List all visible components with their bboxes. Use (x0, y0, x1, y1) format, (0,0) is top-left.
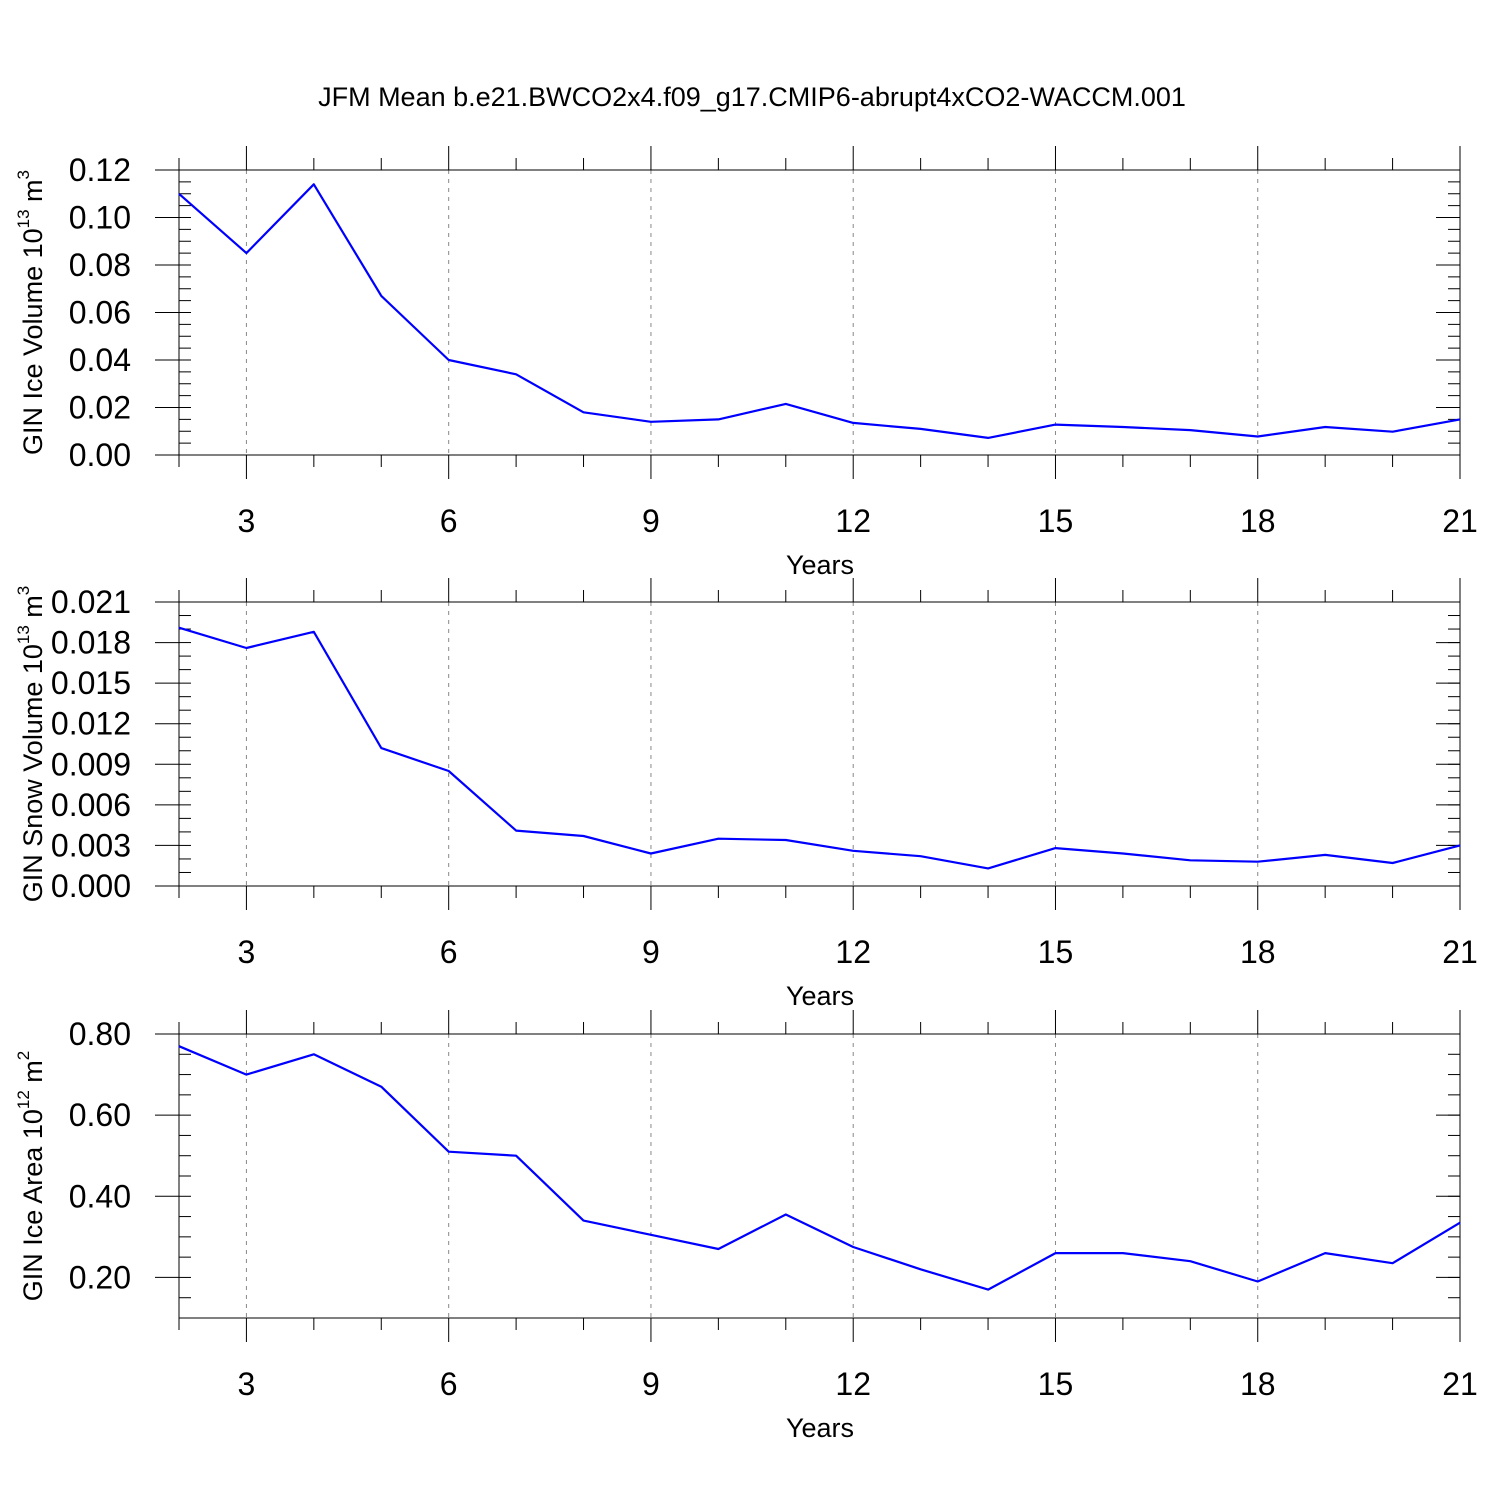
plot-frame (178, 601, 1461, 887)
panel-ice-area: 0.20 0.40 0.60 0.80 3 6 9 12 15 18 21 Years GIN Ice … (14, 1010, 1478, 1443)
x-tick-label: 9 (642, 1366, 660, 1402)
y-tick-label: 0.60 (69, 1097, 131, 1133)
x-tick-label: 3 (238, 934, 256, 970)
y-tick-label: 0.021 (51, 584, 131, 620)
x-tick-label: 12 (835, 503, 871, 539)
series-line-snow-volume (178, 626, 1461, 870)
panel-ice-volume: 0.00 0.02 0.04 0.06 0.08 0.10 0.12 3 6 9 12 15 18 21 Y… (14, 146, 1478, 580)
y-tick-label: 0.06 (69, 295, 131, 331)
y-tick-label: 0.000 (51, 868, 131, 904)
y-tick-label: 0.12 (69, 152, 131, 188)
y-tick-label: 0.006 (51, 787, 131, 823)
y-tick-label: 0.80 (69, 1016, 131, 1052)
y-axis-label: GIN Ice Volume 1013 m3 (14, 170, 48, 455)
x-tick-label: 15 (1038, 934, 1074, 970)
y-axis-label: GIN Ice Area 1012 m2 (14, 1051, 48, 1302)
x-axis-label: Years (786, 981, 854, 1011)
y-tick-label: 0.00 (69, 437, 131, 473)
x-tick-label: 18 (1240, 1366, 1276, 1402)
plot-frame (178, 169, 1461, 456)
x-tick-label: 9 (642, 934, 660, 970)
y-tick-label: 0.018 (51, 625, 131, 661)
plot-frame (178, 1033, 1461, 1319)
x-axis-label: Years (786, 1413, 854, 1443)
x-tick-label: 18 (1240, 503, 1276, 539)
panels: 0.00 0.02 0.04 0.06 0.08 0.10 0.12 3 6 9 12 15 18 21 Y… (14, 146, 1478, 1443)
x-tick-label: 9 (642, 503, 660, 539)
figure-title: JFM Mean b.e21.BWCO2x4.f09_g17.CMIP6-abr… (318, 82, 1186, 112)
series-line-ice-volume (178, 183, 1461, 439)
y-tick-label: 0.012 (51, 706, 131, 742)
y-tick-label: 0.40 (69, 1178, 131, 1214)
x-tick-label: 21 (1442, 934, 1478, 970)
y-tick-label: 0.20 (69, 1259, 131, 1295)
x-tick-label: 12 (835, 934, 871, 970)
x-tick-label: 18 (1240, 934, 1276, 970)
x-tick-label: 6 (440, 503, 458, 539)
x-tick-label: 15 (1038, 1366, 1074, 1402)
y-tick-label: 0.10 (69, 200, 131, 236)
y-tick-label: 0.015 (51, 665, 131, 701)
x-tick-label: 3 (238, 1366, 256, 1402)
x-tick-label: 6 (440, 1366, 458, 1402)
panel-snow-volume: 0.000 0.003 0.006 0.009 0.012 0.015 0.018 0.021… (14, 578, 1478, 1011)
y-tick-label: 0.02 (69, 390, 131, 426)
y-tick-label: 0.08 (69, 247, 131, 283)
x-tick-label: 15 (1038, 503, 1074, 539)
y-tick-label: 0.009 (51, 746, 131, 782)
y-tick-label: 0.04 (69, 342, 131, 378)
x-axis-label: Years (786, 550, 854, 580)
x-tick-label: 12 (835, 1366, 871, 1402)
series-line-ice-area (178, 1045, 1461, 1291)
x-tick-label: 21 (1442, 1366, 1478, 1402)
x-tick-label: 6 (440, 934, 458, 970)
y-tick-label: 0.003 (51, 827, 131, 863)
x-tick-label: 21 (1442, 503, 1478, 539)
x-tick-label: 3 (238, 503, 256, 539)
y-axis-label: GIN Snow Volume 1013 m3 (14, 586, 48, 903)
